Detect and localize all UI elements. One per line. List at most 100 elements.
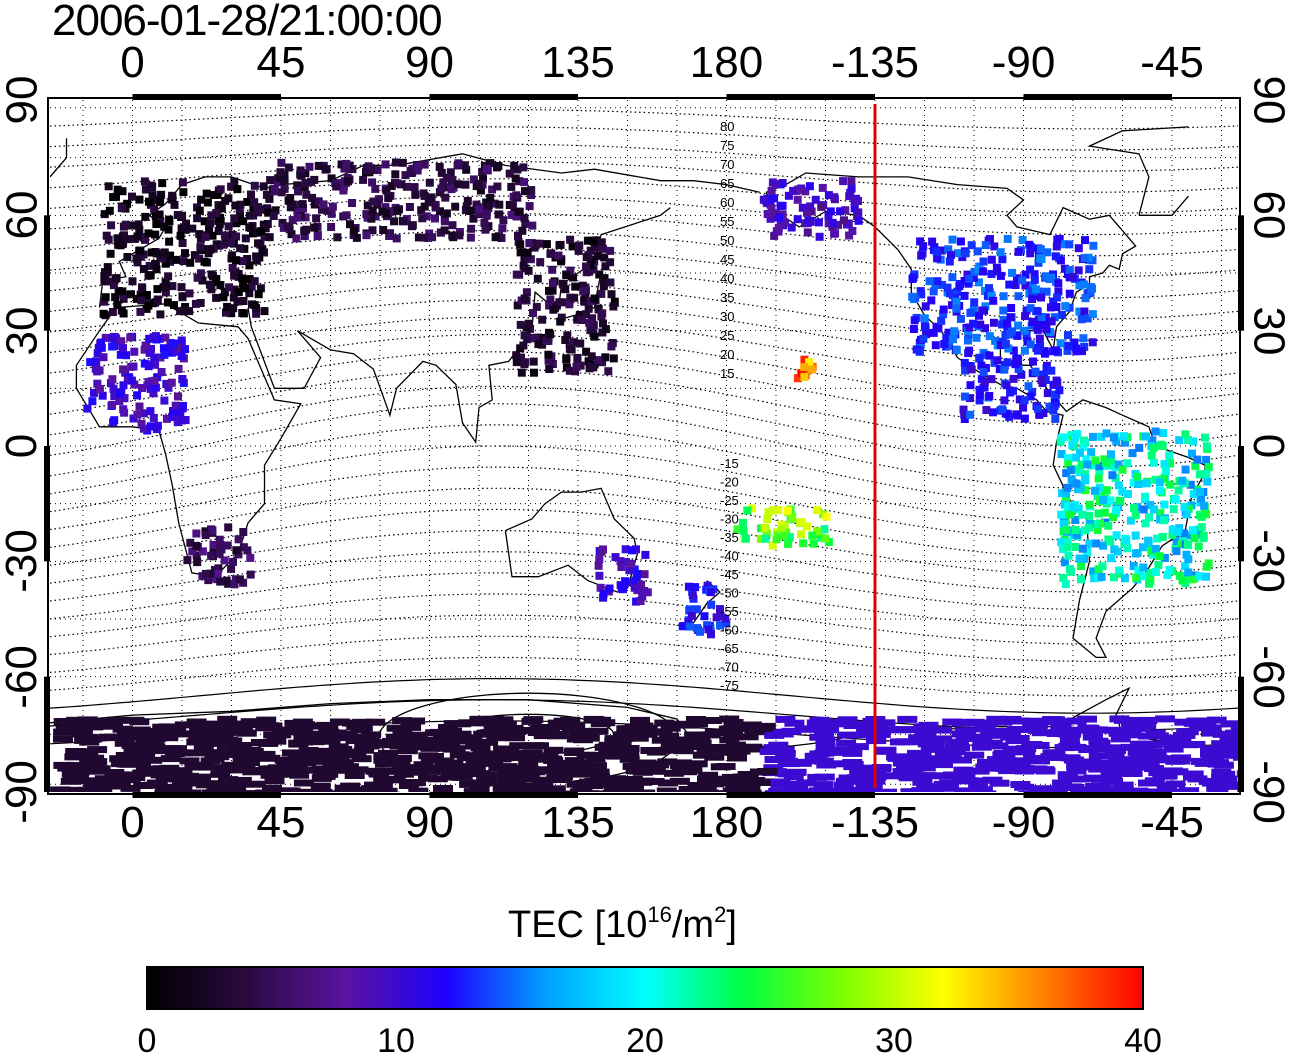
tec-point <box>98 391 107 400</box>
tec-point <box>449 773 470 781</box>
tec-point <box>163 380 172 389</box>
tec-point <box>212 240 221 249</box>
tec-point <box>938 784 959 792</box>
tec-point <box>1057 771 1078 779</box>
tec-point <box>160 396 169 405</box>
tec-point <box>418 214 427 223</box>
tec-point <box>1091 456 1100 465</box>
tec-point <box>1153 534 1162 543</box>
tec-point <box>150 376 159 385</box>
tec-point <box>150 353 159 362</box>
tec-point <box>1203 477 1212 486</box>
tec-point <box>491 233 500 242</box>
tec-point <box>227 182 236 191</box>
tec-point <box>545 365 554 373</box>
tec-point <box>1036 245 1045 254</box>
tec-point <box>109 281 118 290</box>
tec-point <box>127 290 135 299</box>
tec-point <box>579 287 588 296</box>
tec-point <box>821 534 830 543</box>
tec-point <box>784 191 793 200</box>
tec-point <box>981 241 990 250</box>
tec-point <box>809 539 818 548</box>
tec-point <box>1075 281 1084 290</box>
tec-point <box>1068 273 1077 282</box>
tec-point <box>776 180 785 189</box>
tec-point <box>205 280 214 289</box>
tec-point <box>101 293 110 302</box>
tec-point <box>897 715 918 723</box>
tec-point <box>136 765 156 773</box>
tec-point <box>1151 568 1160 576</box>
tec-point <box>442 209 451 218</box>
tec-point <box>546 330 555 339</box>
tec-point <box>1188 449 1196 458</box>
tec-point <box>848 227 857 235</box>
tec-point <box>565 366 574 375</box>
tec-point <box>982 776 1003 784</box>
tec-point <box>277 188 286 197</box>
tec-point <box>590 332 599 341</box>
tec-point <box>1139 505 1148 514</box>
tec-point <box>946 289 955 298</box>
tec-point <box>442 727 463 735</box>
tec-point <box>104 769 125 776</box>
tec-point <box>576 339 585 348</box>
tec-point <box>1089 741 1110 749</box>
tec-point <box>1056 256 1065 265</box>
tec-point <box>586 246 595 255</box>
tec-point <box>673 747 694 755</box>
tec-point <box>178 375 187 384</box>
tec-point <box>1196 487 1205 496</box>
frame-bar <box>1238 676 1244 792</box>
tec-point <box>105 206 114 215</box>
tec-point <box>1132 573 1141 582</box>
tec-point <box>1108 471 1117 480</box>
tec-point <box>1114 460 1123 469</box>
tec-point <box>212 209 221 217</box>
frame-bar <box>1023 792 1172 798</box>
tec-point <box>494 162 503 170</box>
tec-point <box>149 333 158 342</box>
tec-point <box>1037 376 1046 384</box>
tec-point <box>99 309 108 318</box>
tec-point <box>1068 441 1077 450</box>
tec-point <box>933 772 954 780</box>
tec-point <box>597 289 606 298</box>
tec-point <box>94 775 115 783</box>
tec-point <box>529 309 537 317</box>
tec-point <box>513 301 522 310</box>
tec-point <box>298 788 319 792</box>
tec-point <box>470 744 491 752</box>
tec-point <box>659 732 680 740</box>
tec-point <box>127 376 136 385</box>
tec-point <box>180 306 189 315</box>
tec-point <box>1092 539 1101 548</box>
tec-point <box>152 765 173 773</box>
tec-point <box>62 786 83 792</box>
tec-point <box>232 219 241 228</box>
tec-point <box>193 214 202 223</box>
tec-point <box>634 777 655 785</box>
tec-point <box>961 366 970 375</box>
tec-point <box>1062 525 1071 534</box>
tec-point <box>157 190 166 199</box>
tec-point <box>942 718 963 726</box>
tec-point <box>1139 572 1148 581</box>
tec-point <box>897 772 918 780</box>
tec-point <box>1040 347 1049 356</box>
tec-point <box>1015 395 1024 404</box>
tec-point <box>806 752 827 760</box>
tec-point <box>1080 342 1089 351</box>
tec-point <box>1003 358 1012 367</box>
tec-point <box>1097 788 1118 792</box>
tec-point <box>434 763 455 771</box>
tec-point <box>146 734 167 742</box>
tec-point <box>1149 444 1158 452</box>
tec-point <box>252 256 261 265</box>
tec-point <box>628 734 649 742</box>
tec-point <box>927 296 936 305</box>
tec-point <box>1075 468 1084 477</box>
tec-point <box>161 259 170 268</box>
tec-point <box>1006 313 1015 322</box>
